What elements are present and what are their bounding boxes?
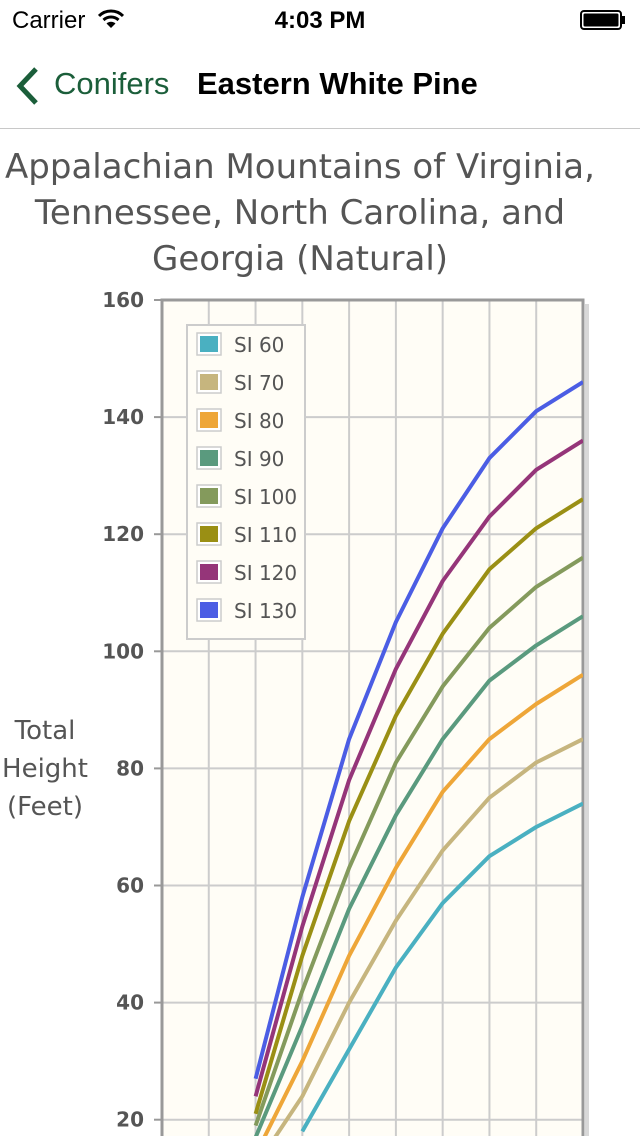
chart-title: Appalachian Mountains of Virginia, Tenne…: [0, 144, 600, 282]
status-time: 4:03 PM: [274, 7, 366, 34]
plot-border: [160, 298, 585, 1136]
series-line: [253, 438, 583, 1097]
legend-swatch: [200, 488, 218, 504]
legend-swatch: [200, 602, 218, 618]
legend-label: SI 100: [234, 485, 297, 509]
series-line: [300, 801, 583, 1133]
y-tick-label: 20: [116, 1108, 144, 1132]
chart-title-line: Appalachian Mountains of Virginia,: [5, 147, 595, 187]
y-tick-label: 140: [102, 405, 144, 429]
legend-label: SI 90: [234, 447, 284, 471]
y-axis-title: Total Height (Feet): [0, 712, 120, 826]
legend-swatch: [200, 526, 218, 542]
status-bar: Carrier 4:03 PM: [0, 0, 640, 40]
series-line: [262, 673, 583, 1136]
series-line: [253, 380, 583, 1080]
legend-swatch: [200, 336, 218, 352]
y-tick-label: 120: [102, 522, 144, 546]
y-axis-title-line: Total: [14, 716, 76, 746]
y-tick-label: 100: [102, 639, 144, 663]
wifi-icon: [98, 9, 124, 28]
y-tick-label: 80: [116, 756, 144, 780]
y-tick-label: 40: [116, 991, 144, 1015]
series-line: [253, 555, 583, 1127]
legend-swatch: [200, 564, 218, 580]
legend-swatch: [200, 450, 218, 466]
chevron-left-icon: [16, 67, 38, 105]
legend-label: SI 60: [234, 333, 284, 357]
battery-icon: [580, 10, 625, 30]
legend-label: SI 110: [234, 523, 297, 547]
legend-swatch: [200, 374, 218, 390]
page-title: Eastern White Pine: [197, 66, 478, 101]
legend-label: SI 70: [234, 371, 284, 395]
legend-label: SI 80: [234, 409, 284, 433]
series-line: [273, 737, 583, 1136]
series-line: [253, 497, 583, 1115]
legend-label: SI 120: [234, 561, 297, 585]
y-tick-label: 60: [116, 874, 144, 898]
series-line: [253, 614, 583, 1136]
legend-swatch: [200, 412, 218, 428]
y-axis-title-line: Height: [2, 754, 88, 784]
legend-label: SI 130: [234, 599, 297, 623]
y-tick-label: 160: [102, 288, 144, 312]
carrier-name: Carrier: [12, 7, 86, 34]
chart-title-line: Tennessee, North Carolina, and: [34, 193, 566, 233]
chart-title-line: Georgia (Natural): [151, 239, 449, 279]
navigation-bar: Conifers Eastern White Pine: [0, 40, 640, 129]
back-button-label: Conifers: [54, 66, 170, 101]
y-axis-title-line: (Feet): [6, 792, 83, 822]
